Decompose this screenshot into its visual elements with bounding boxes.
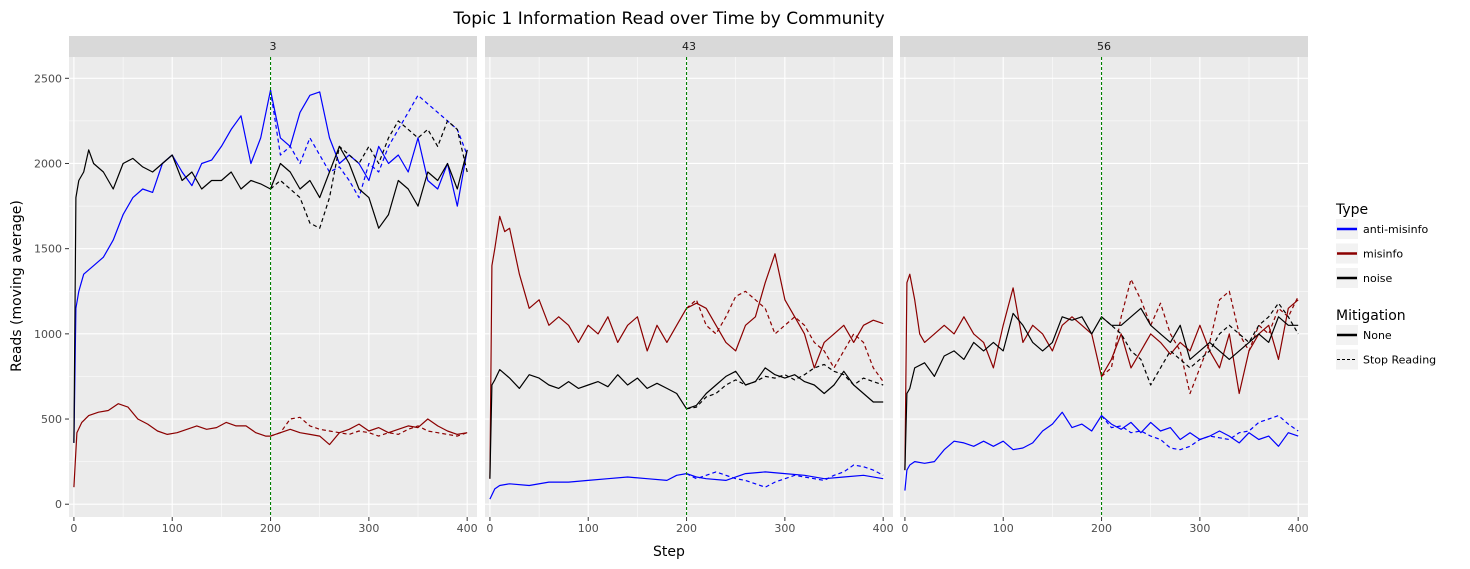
x-tick-label: 200 [676, 522, 697, 535]
legend-label-none: None [1363, 329, 1392, 342]
x-tick-label: 200 [1091, 522, 1112, 535]
facet-strip [485, 36, 893, 57]
panel-background [485, 57, 893, 517]
x-tick-label: 300 [1189, 522, 1210, 535]
y-axis-label: Reads (moving average) [9, 200, 25, 372]
legend-title-mitigation: Mitigation [1336, 308, 1406, 324]
legend-label-noise: noise [1363, 272, 1392, 285]
x-tick-label: 100 [578, 522, 599, 535]
x-tick-label: 0 [486, 522, 493, 535]
y-tick-label: 500 [41, 413, 62, 426]
facet-strip-label: 3 [270, 40, 277, 53]
series-line-misinfo-none [489, 215, 884, 479]
panel-background [900, 57, 1308, 517]
series-line-misinfo-stop-reading [686, 290, 884, 382]
facet-strip-label: 56 [1097, 40, 1111, 53]
x-tick-label: 300 [774, 522, 795, 535]
y-tick-label: 1000 [34, 328, 62, 341]
legend: Type anti-misinfo misinfo noise Mitigation No… [1335, 202, 1436, 370]
x-tick-label: 400 [457, 522, 478, 535]
chart-title: Topic 1 Information Read over Time by Co… [452, 9, 884, 29]
x-tick-label: 0 [70, 522, 77, 535]
y-tick-label: 2000 [34, 157, 62, 170]
x-tick-label: 100 [162, 522, 183, 535]
legend-label-stop-reading: Stop Reading [1363, 354, 1436, 367]
series-line-anti-misinfo-none [904, 411, 1299, 491]
series-line-anti-misinfo-stop-reading [1101, 415, 1299, 451]
series-line-noise-none [489, 367, 884, 479]
series-line-anti-misinfo-stop-reading [269, 90, 468, 199]
series-line-noise-stop-reading [686, 363, 884, 410]
series-line-anti-misinfo-stop-reading [686, 464, 884, 488]
series-line-misinfo-none [73, 403, 468, 488]
y-tick-label: 2500 [34, 72, 62, 85]
x-tick-label: 400 [873, 522, 894, 535]
legend-label-misinfo: misinfo [1363, 248, 1403, 261]
legend-title-type: Type [1335, 202, 1368, 218]
x-tick-label: 300 [358, 522, 379, 535]
series-line-anti-misinfo-none [489, 471, 884, 500]
facet-strip [900, 36, 1308, 57]
x-axis-label: Step [653, 544, 685, 560]
facet-strip [69, 36, 477, 57]
y-tick-label: 1500 [34, 243, 62, 256]
x-tick-label: 0 [901, 522, 908, 535]
series-line-noise-stop-reading [1101, 302, 1299, 386]
facet-panel-43: 43 0 100 200 300 400 [485, 36, 894, 535]
x-tick-label: 400 [1288, 522, 1309, 535]
facet-panel-3: 3 0 100 200 300 400 0 500 1000 1500 2000 2500 [34, 36, 478, 535]
panel-background [69, 57, 477, 517]
facet-panel-56: 56 0 100 200 300 400 [900, 36, 1309, 535]
series-line-misinfo-none [904, 273, 1299, 471]
series-line-misinfo-stop-reading [1101, 278, 1299, 395]
legend-label-anti-misinfo: anti-misinfo [1363, 223, 1428, 236]
x-tick-label: 200 [260, 522, 281, 535]
x-tick-label: 100 [993, 522, 1014, 535]
series-line-noise-none [904, 307, 1299, 471]
series-line-noise-none [73, 145, 468, 443]
facet-strip-label: 43 [682, 40, 696, 53]
y-tick-label: 0 [55, 498, 62, 511]
series-line-anti-misinfo-none [73, 89, 468, 443]
